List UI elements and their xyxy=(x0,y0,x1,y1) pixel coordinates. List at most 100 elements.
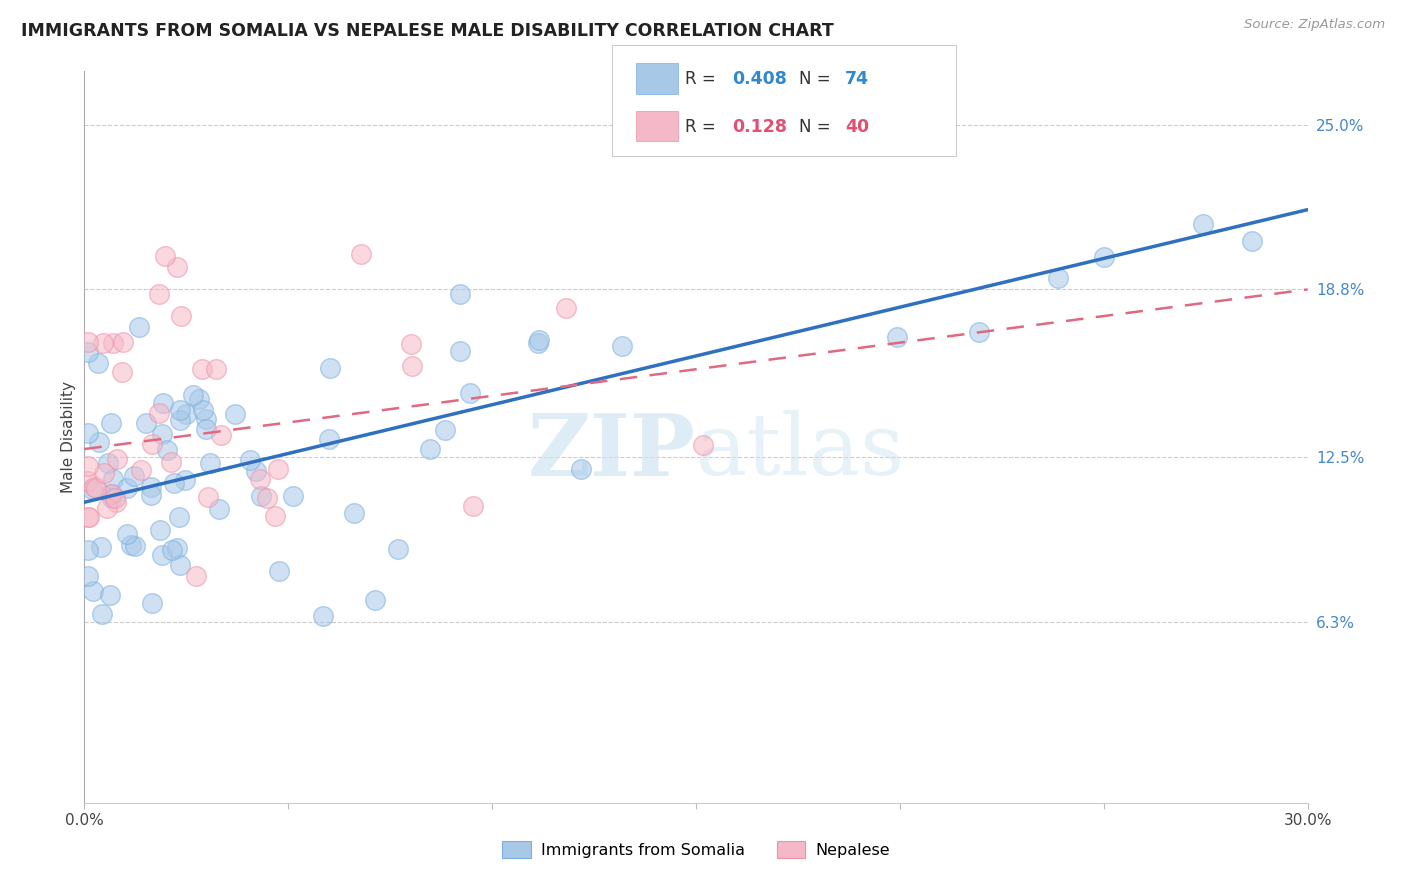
Immigrants from Somalia xyxy=(364,592,387,607)
Immigrants from Somalia xyxy=(120,538,142,552)
Nepalese xyxy=(148,406,170,420)
Text: ZIP: ZIP xyxy=(529,409,696,493)
Immigrants from Somalia xyxy=(135,416,157,430)
Immigrants from Somalia xyxy=(283,489,305,503)
Immigrants from Somalia xyxy=(191,403,214,417)
Nepalese xyxy=(104,494,127,508)
Immigrants from Somalia xyxy=(101,487,124,501)
Immigrants from Somalia xyxy=(124,539,146,553)
Nepalese xyxy=(166,260,188,274)
Immigrants from Somalia xyxy=(77,426,100,441)
Immigrants from Somalia xyxy=(87,356,110,370)
Nepalese xyxy=(104,491,127,505)
Legend: Immigrants from Somalia, Nepalese: Immigrants from Somalia, Nepalese xyxy=(496,835,896,864)
Text: N =: N = xyxy=(799,70,835,88)
Nepalese xyxy=(204,361,226,376)
Immigrants from Somalia xyxy=(160,543,183,558)
Text: 0.128: 0.128 xyxy=(733,118,787,136)
Nepalese xyxy=(264,508,287,523)
Immigrants from Somalia xyxy=(1240,234,1263,248)
Immigrants from Somalia xyxy=(195,412,218,426)
Immigrants from Somalia xyxy=(612,339,634,353)
Nepalese xyxy=(209,427,232,442)
Immigrants from Somalia xyxy=(458,385,481,400)
Immigrants from Somalia xyxy=(181,387,204,401)
Immigrants from Somalia xyxy=(80,482,103,496)
Nepalese xyxy=(197,490,219,504)
Immigrants from Somalia xyxy=(967,325,990,339)
Immigrants from Somalia xyxy=(166,541,188,556)
Immigrants from Somalia xyxy=(312,609,335,624)
Nepalese xyxy=(77,510,100,524)
Immigrants from Somalia xyxy=(169,413,191,427)
Immigrants from Somalia xyxy=(90,541,112,555)
Immigrants from Somalia xyxy=(77,568,100,582)
Text: 40: 40 xyxy=(845,118,869,136)
Immigrants from Somalia xyxy=(1046,270,1069,285)
Immigrants from Somalia xyxy=(419,442,441,456)
Immigrants from Somalia xyxy=(269,564,291,578)
Immigrants from Somalia xyxy=(152,396,174,410)
Immigrants from Somalia xyxy=(207,502,229,516)
Immigrants from Somalia xyxy=(195,422,218,436)
Immigrants from Somalia xyxy=(115,481,138,495)
Nepalese xyxy=(350,247,373,261)
Nepalese xyxy=(184,569,207,583)
Immigrants from Somalia xyxy=(163,475,186,490)
Immigrants from Somalia xyxy=(569,462,592,476)
Immigrants from Somalia xyxy=(139,488,162,502)
Immigrants from Somalia xyxy=(174,473,197,487)
Text: 74: 74 xyxy=(845,70,869,88)
Immigrants from Somalia xyxy=(150,426,173,441)
Immigrants from Somalia xyxy=(526,336,548,351)
Nepalese xyxy=(148,287,170,301)
Nepalese xyxy=(112,335,135,350)
Text: atlas: atlas xyxy=(696,410,905,493)
Immigrants from Somalia xyxy=(245,464,267,478)
Nepalese xyxy=(401,359,423,374)
Y-axis label: Male Disability: Male Disability xyxy=(60,381,76,493)
Text: N =: N = xyxy=(799,118,835,136)
Nepalese xyxy=(84,481,107,495)
Nepalese xyxy=(692,437,714,451)
Immigrants from Somalia xyxy=(139,480,162,494)
Immigrants from Somalia xyxy=(169,558,191,573)
Immigrants from Somalia xyxy=(529,333,551,347)
Immigrants from Somalia xyxy=(101,491,124,506)
Nepalese xyxy=(83,480,105,494)
Nepalese xyxy=(256,491,278,505)
Immigrants from Somalia xyxy=(188,392,211,407)
Nepalese xyxy=(105,452,128,467)
Immigrants from Somalia xyxy=(100,588,122,602)
Immigrants from Somalia xyxy=(91,607,114,622)
Nepalese xyxy=(77,334,100,349)
Immigrants from Somalia xyxy=(128,320,150,334)
Nepalese xyxy=(77,509,100,524)
Immigrants from Somalia xyxy=(167,510,190,524)
Immigrants from Somalia xyxy=(97,456,120,470)
Text: Source: ZipAtlas.com: Source: ZipAtlas.com xyxy=(1244,18,1385,31)
Nepalese xyxy=(91,336,114,351)
Immigrants from Somalia xyxy=(149,524,172,538)
Nepalese xyxy=(93,466,115,480)
Immigrants from Somalia xyxy=(449,343,471,358)
Nepalese xyxy=(141,437,163,451)
Nepalese xyxy=(160,455,183,469)
Immigrants from Somalia xyxy=(169,402,191,417)
Nepalese xyxy=(77,474,100,488)
Immigrants from Somalia xyxy=(77,345,100,359)
Immigrants from Somalia xyxy=(224,408,246,422)
Nepalese xyxy=(170,309,193,323)
Immigrants from Somalia xyxy=(886,330,908,344)
Nepalese xyxy=(249,472,271,486)
Immigrants from Somalia xyxy=(198,456,221,470)
Immigrants from Somalia xyxy=(82,584,104,599)
Nepalese xyxy=(96,500,118,515)
Nepalese xyxy=(267,462,290,476)
Immigrants from Somalia xyxy=(115,526,138,541)
Immigrants from Somalia xyxy=(77,542,100,557)
Immigrants from Somalia xyxy=(122,469,145,483)
Immigrants from Somalia xyxy=(141,596,163,610)
Immigrants from Somalia xyxy=(249,489,271,503)
Immigrants from Somalia xyxy=(239,453,262,467)
